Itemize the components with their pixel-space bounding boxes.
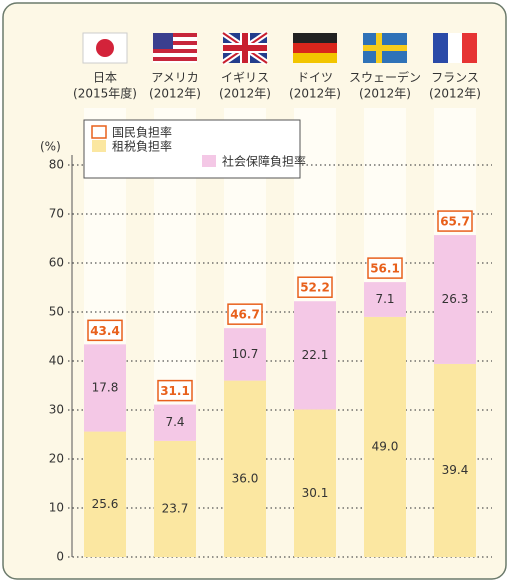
total-box: [87, 319, 123, 342]
bar-segment: [434, 235, 476, 364]
x-tick-note: (2015年度): [73, 86, 137, 101]
total-box: [437, 210, 473, 232]
total-box: [297, 276, 333, 298]
y-tick-label: 70: [49, 207, 64, 221]
bar-segment: [364, 316, 406, 557]
y-tick-label: 40: [49, 354, 64, 368]
legend-swatch: [92, 140, 106, 152]
value-label: 26.3: [442, 292, 469, 306]
x-tick-label: フランス: [431, 71, 479, 85]
total-box: [367, 257, 403, 279]
y-tick-label: 10: [49, 501, 64, 515]
value-label: 10.7: [232, 347, 259, 361]
total-label: 46.7: [230, 308, 260, 322]
bar-segment: [224, 380, 266, 557]
y-tick-label: 30: [49, 403, 64, 417]
bar-segment: [154, 404, 196, 441]
legend-label: 国民負担率: [112, 125, 172, 140]
x-tick-label: イギリス: [221, 71, 269, 85]
total-box: [157, 379, 193, 402]
x-tick-note: (2012年): [149, 87, 201, 101]
x-tick-note: (2012年): [429, 87, 481, 101]
y-tick-label: 60: [49, 256, 64, 270]
x-tick-label: ドイツ: [297, 71, 333, 85]
value-label: 30.1: [302, 486, 329, 500]
legend-swatch: [202, 155, 216, 167]
total-label: 65.7: [440, 215, 470, 229]
value-label: 22.1: [302, 348, 329, 362]
total-label: 43.4: [90, 324, 120, 338]
bar-segment: [434, 363, 476, 557]
y-tick-label: 20: [49, 452, 64, 466]
total-label: 52.2: [300, 281, 330, 295]
value-label: 39.4: [442, 463, 469, 477]
legend-label: 社会保障負担率: [222, 154, 306, 169]
bar-segment: [294, 301, 336, 410]
bar-segment: [224, 328, 266, 381]
value-label: 17.8: [92, 380, 119, 394]
value-label: 36.0: [232, 471, 259, 485]
y-tick-label: 0: [56, 550, 64, 564]
legend-swatch: [91, 125, 107, 139]
total-label: 56.1: [370, 262, 400, 276]
unit-label: (%): [40, 140, 61, 154]
value-label: 7.1: [375, 292, 394, 306]
bar-segment: [294, 409, 336, 557]
total-box: [227, 303, 263, 325]
x-tick-label: 日本: [93, 71, 117, 85]
legend-label: 租税負担率: [112, 139, 172, 154]
value-label: 25.6: [92, 497, 119, 511]
x-tick-note: (2012年): [219, 87, 271, 101]
value-label: 49.0: [372, 439, 399, 453]
value-label: 7.4: [165, 415, 184, 429]
flags: [82, 30, 477, 66]
legend-box: [83, 119, 301, 179]
bar-segment: [84, 431, 126, 557]
x-tick-label: スウェーデン: [349, 70, 421, 85]
x-tick-note: (2012年): [359, 87, 411, 101]
y-tick-label: 80: [49, 158, 64, 172]
bar-segment: [84, 344, 126, 432]
total-label: 31.1: [160, 384, 190, 398]
value-label: 23.7: [162, 501, 189, 515]
x-tick-label: アメリカ: [151, 71, 198, 85]
y-tick-label: 50: [49, 305, 64, 319]
bar-segment: [154, 440, 196, 557]
x-tick-note: (2012年): [289, 87, 341, 101]
bar-segment: [364, 282, 406, 317]
